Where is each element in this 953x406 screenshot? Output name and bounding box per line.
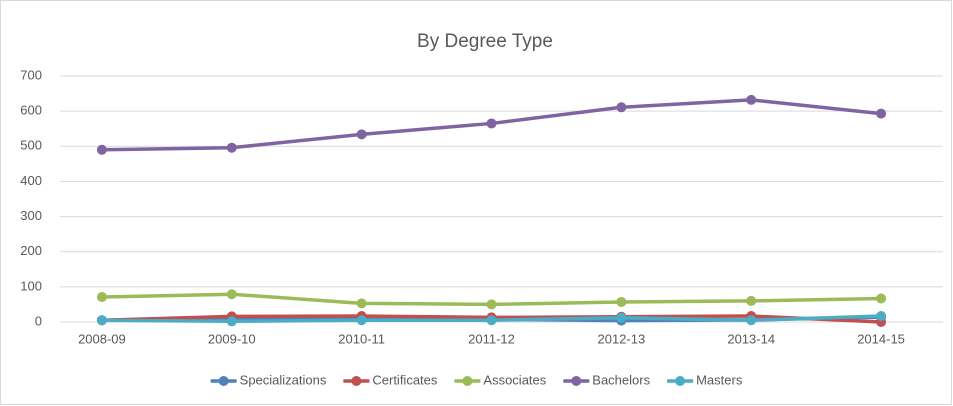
legend-label: Masters — [696, 372, 743, 387]
data-point — [616, 312, 627, 323]
legend-label: Certificates — [372, 372, 438, 387]
y-tick-label: 500 — [20, 138, 42, 153]
data-point — [746, 315, 757, 326]
legend-marker — [218, 376, 229, 386]
y-tick-label: 0 — [35, 313, 42, 328]
x-tick-label: 2013-14 — [727, 331, 775, 346]
data-point — [486, 118, 497, 129]
x-tick-label: 2014-15 — [857, 331, 905, 346]
legend-marker — [351, 376, 362, 386]
data-point — [876, 108, 887, 119]
x-tick-label: 2010-11 — [338, 331, 385, 346]
y-tick-label: 200 — [20, 243, 42, 258]
legend-label: Associates — [483, 372, 546, 387]
legend-label: Specializations — [240, 372, 327, 387]
legend-label: Bachelors — [592, 372, 650, 387]
data-point — [876, 293, 887, 304]
data-point — [226, 316, 237, 327]
data-point — [616, 102, 627, 113]
y-tick-label: 100 — [20, 278, 42, 293]
data-point — [876, 311, 887, 322]
data-point — [96, 292, 107, 303]
data-point — [746, 94, 757, 105]
x-tick-label: 2009-10 — [208, 331, 256, 346]
data-point — [96, 315, 107, 326]
data-point — [356, 129, 367, 140]
data-point — [226, 289, 237, 300]
legend-marker — [571, 376, 582, 386]
chart-title: By Degree Type — [417, 31, 553, 52]
data-point — [96, 144, 107, 155]
data-point — [746, 295, 757, 306]
legend-marker — [675, 376, 686, 386]
y-tick-label: 600 — [20, 103, 42, 118]
y-tick-label: 300 — [20, 208, 42, 223]
data-point — [226, 142, 237, 153]
legend-marker — [462, 376, 473, 386]
y-tick-label: 700 — [20, 67, 42, 82]
data-point — [486, 299, 497, 310]
data-point — [486, 315, 497, 326]
y-tick-label: 400 — [20, 173, 42, 188]
x-tick-label: 2012-13 — [597, 331, 645, 346]
x-tick-label: 2008-09 — [78, 331, 126, 346]
x-tick-label: 2011-12 — [468, 331, 515, 346]
data-point — [356, 315, 367, 326]
data-point — [356, 298, 367, 309]
data-point — [616, 296, 627, 307]
